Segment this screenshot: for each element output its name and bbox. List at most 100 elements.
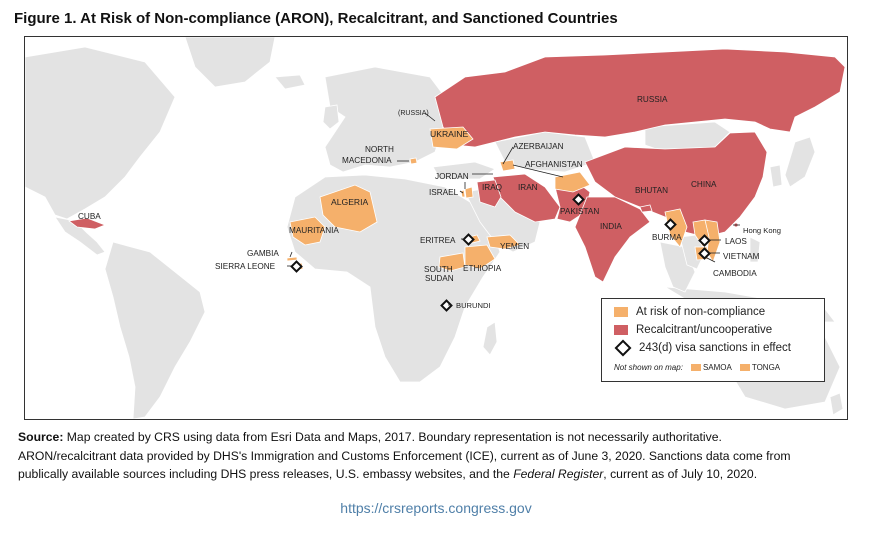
source-federal-register: Federal Register	[513, 467, 604, 481]
afghanistan	[554, 171, 591, 193]
figure-title: Figure 1. At Risk of Non-compliance (ARO…	[14, 10, 618, 27]
label-north-macedonia-1: NORTH	[365, 145, 394, 154]
label-pakistan: PAKISTAN	[560, 207, 599, 216]
japan	[784, 136, 816, 188]
aron-swatch	[614, 307, 628, 317]
madagascar	[482, 321, 498, 356]
country-labels: RUSSIA (RUSSIA) UKRAINE AZERBAIJAN NORTH…	[78, 95, 781, 310]
source-line-1: Source: Map created by CRS using data fr…	[18, 428, 858, 447]
nz	[829, 392, 844, 416]
russia	[434, 48, 846, 148]
cuba	[68, 217, 107, 230]
label-ukraine: UKRAINE	[430, 129, 468, 139]
iceland	[274, 74, 306, 90]
label-vietnam: VIETNAM	[723, 252, 760, 261]
label-azerbaijan: AZERBAIJAN	[513, 142, 564, 151]
label-algeria: ALGERIA	[331, 197, 369, 207]
label-russia: RUSSIA	[637, 95, 668, 104]
mauritania	[289, 216, 326, 246]
legend-recalcitrant-label: Recalcitrant/uncooperative	[636, 324, 773, 336]
label-sierra-leone: SIERRA LEONE	[215, 262, 276, 271]
label-iran: IRAN	[518, 183, 538, 192]
samoa-label: SAMOA	[702, 363, 732, 372]
world-map: RUSSIA (RUSSIA) UKRAINE AZERBAIJAN NORTH…	[24, 36, 848, 420]
philippines	[749, 236, 761, 263]
tonga-label: TONGA	[751, 363, 781, 372]
gambia	[286, 256, 298, 262]
iran	[492, 173, 561, 223]
legend-sanctions-label: 243(d) visa sanctions in effect	[639, 342, 791, 354]
iraq	[476, 179, 502, 208]
north-america	[25, 46, 176, 220]
myanmar-thai-grey	[679, 234, 706, 270]
korea	[769, 164, 783, 188]
source-note: Source: Map created by CRS using data fr…	[18, 428, 858, 484]
sanction-eritrea	[462, 233, 475, 246]
legend-sanctions: 243(d) visa sanctions in effect	[614, 339, 791, 357]
samoa-swatch	[690, 364, 701, 371]
label-jordan: JORDAN	[435, 172, 469, 181]
label-yemen: YEMEN	[500, 242, 529, 251]
ethiopia	[464, 244, 496, 270]
label-afghanistan: AFGHANISTAN	[525, 160, 583, 169]
label-china: CHINA	[691, 180, 717, 189]
sanction-burma	[664, 218, 677, 231]
label-iraq: IRAQ	[482, 183, 502, 192]
label-laos: LAOS	[725, 237, 747, 246]
legend-recalcitrant: Recalcitrant/uncooperative	[614, 324, 772, 336]
source-line-3: publically available sources including D…	[18, 465, 858, 484]
source-url[interactable]: https://crsreports.congress.gov	[340, 500, 532, 516]
legend-aron: At risk of non-compliance	[614, 306, 765, 318]
bhutan	[639, 204, 653, 213]
label-south-sudan-1: SOUTH	[424, 265, 453, 274]
africa	[286, 174, 501, 383]
source-line-3a: publically available sources including D…	[18, 467, 514, 481]
recalcitrant-countries	[68, 48, 846, 283]
uk	[322, 104, 340, 130]
sanction-markers	[290, 193, 711, 312]
label-israel: ISRAEL	[429, 188, 459, 197]
sanction-cambodia	[698, 247, 711, 260]
tonga-swatch	[739, 364, 750, 371]
label-russia-kaliningrad: (RUSSIA)	[398, 110, 429, 117]
label-mauritania: MAURITANIA	[289, 226, 339, 235]
azerbaijan	[499, 159, 516, 172]
label-cuba: CUBA	[78, 212, 101, 221]
label-india: INDIA	[600, 222, 622, 231]
sanction-laos	[698, 234, 711, 247]
europe	[324, 66, 446, 173]
india	[574, 196, 651, 283]
legend-not-shown: Not shown on map: SAMOA TONGA	[614, 363, 788, 372]
source-line-3b: , current as of July 10, 2020.	[603, 467, 758, 481]
aron-countries	[286, 126, 721, 306]
source-label: Source:	[18, 430, 64, 444]
south-america	[104, 241, 206, 419]
label-eritrea: ERITREA	[420, 236, 456, 245]
israel	[460, 189, 466, 198]
label-gambia: GAMBIA	[247, 249, 279, 258]
label-hong-kong: Hong Kong	[743, 226, 781, 235]
label-south-sudan-2: SUDAN	[425, 274, 454, 283]
yemen	[486, 234, 521, 250]
north-macedonia	[409, 157, 418, 165]
sanction-diamond-icon	[614, 339, 632, 357]
label-north-macedonia-2: MACEDONIA	[342, 156, 392, 165]
label-ethiopia: ETHIOPIA	[463, 264, 502, 273]
map-svg: RUSSIA (RUSSIA) UKRAINE AZERBAIJAN NORTH…	[25, 37, 846, 419]
sanction-burundi	[440, 299, 453, 312]
greenland	[184, 37, 276, 88]
source-line-1-text: Map created by CRS using data from Esri …	[66, 430, 722, 444]
china	[584, 131, 768, 238]
ukraine	[429, 126, 474, 150]
label-burma: BURMA	[652, 233, 682, 242]
leader-lines	[287, 112, 740, 306]
label-cambodia: CAMBODIA	[713, 269, 757, 278]
sanction-sierra-leone	[290, 260, 303, 273]
label-bhutan: BHUTAN	[635, 186, 668, 195]
recalcitrant-swatch	[614, 325, 628, 335]
not-shown-label: Not shown on map:	[614, 363, 683, 372]
algeria	[319, 184, 378, 233]
source-line-2: ARON/recalcitrant data provided by DHS's…	[18, 448, 791, 463]
legend-aron-label: At risk of non-compliance	[636, 306, 766, 318]
south-sudan	[438, 252, 466, 272]
